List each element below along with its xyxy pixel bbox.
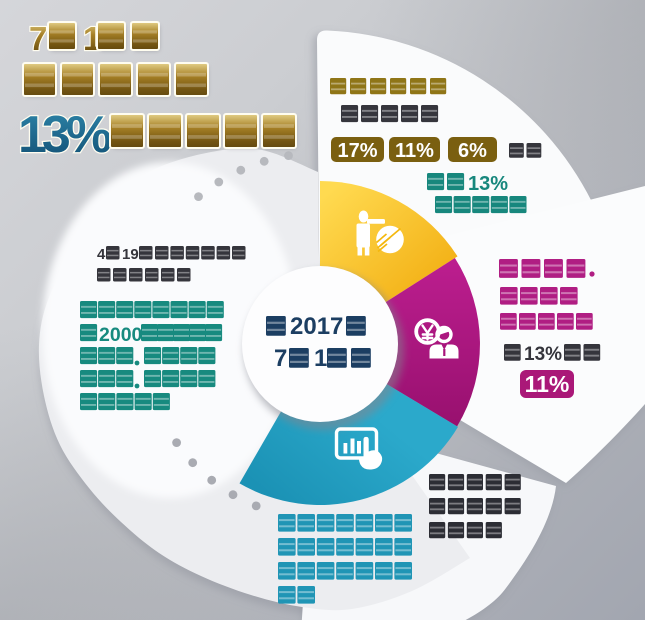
svg-text:2017: 2017: [290, 313, 343, 340]
svg-text:17%: 17%: [337, 140, 377, 162]
svg-text:11%: 11%: [525, 371, 570, 397]
svg-text:1: 1: [314, 345, 327, 372]
svg-text:6%: 6%: [458, 140, 487, 162]
svg-text:13%: 13%: [524, 344, 562, 365]
svg-text:19: 19: [122, 246, 139, 263]
svg-text:7: 7: [274, 345, 287, 372]
svg-text:13%: 13%: [468, 173, 508, 195]
svg-text:13%: 13%: [18, 106, 111, 164]
svg-text:7: 7: [29, 20, 47, 57]
svg-text:2000: 2000: [99, 324, 143, 346]
svg-text:4: 4: [97, 246, 106, 263]
svg-text:11%: 11%: [395, 140, 434, 162]
